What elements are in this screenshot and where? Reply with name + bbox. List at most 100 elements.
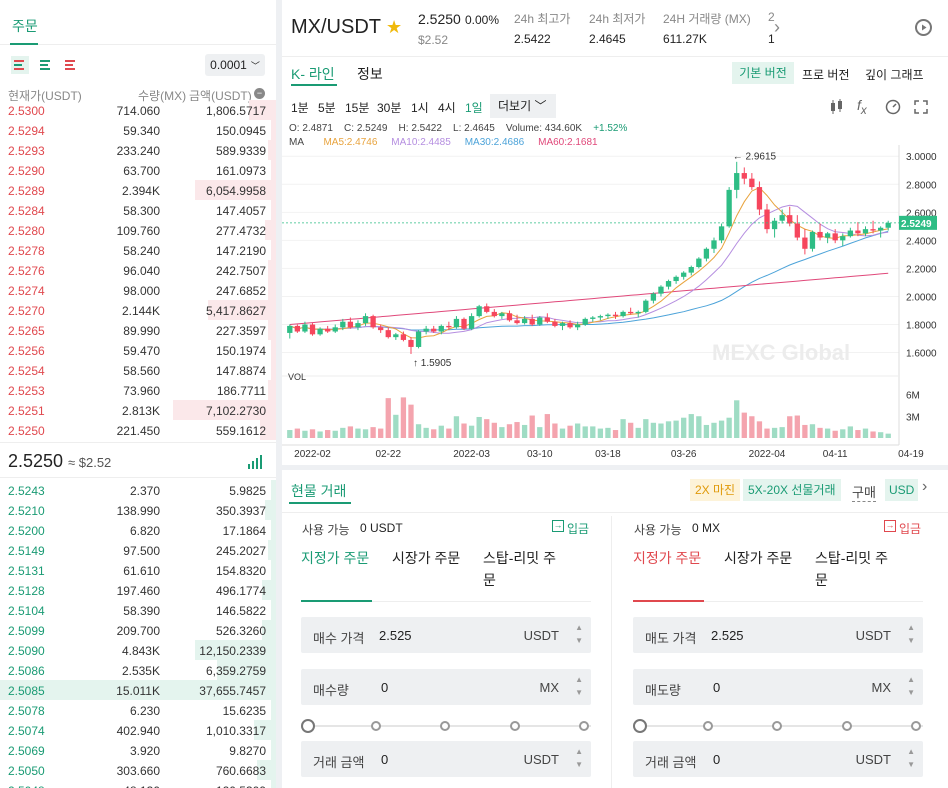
sell-deposit-link[interactable]: 입금	[899, 522, 922, 536]
buy-order-tab-2[interactable]: 스탑-리밋 주문	[483, 550, 556, 588]
ask-row[interactable]: 2.5284 58.300 147.4057	[0, 200, 276, 220]
interval-1[interactable]: 5분	[318, 101, 336, 115]
interval-2[interactable]: 15분	[345, 101, 370, 115]
sell-qty-value[interactable]: 0	[713, 680, 721, 695]
futures-badge[interactable]: 5X-20X 선물거래	[743, 479, 841, 501]
buy-deposit-link[interactable]: 입금	[567, 522, 590, 536]
sell-qty-input[interactable]: 매도량 0 MX ▲ ▼	[633, 669, 923, 705]
ask-row[interactable]: 2.5280 109.760 277.4732	[0, 220, 276, 240]
bid-row[interactable]: 2.5200 6.820 17.1864	[0, 520, 276, 540]
bid-row[interactable]: 2.5069 3.920 9.8270	[0, 740, 276, 760]
precision-select[interactable]: 0.0001 ﹀	[205, 54, 265, 76]
slider-step-3[interactable]	[510, 721, 520, 731]
star-icon[interactable]: ★	[386, 17, 403, 37]
ask-row[interactable]: 2.5289 2.394K 6,054.9958	[0, 180, 276, 200]
bid-row[interactable]: 2.5099 209.700 526.3260	[0, 620, 276, 640]
bid-row[interactable]: 2.5086 2.535K 6,359.2759	[0, 660, 276, 680]
ask-row[interactable]: 2.5254 58.560 147.8874	[0, 360, 276, 380]
buy-order-tab-0[interactable]: 지정가 주문	[301, 550, 370, 566]
stepper-icon[interactable]: ▲ ▼	[907, 747, 915, 769]
bid-row[interactable]: 2.5090 4.843K 12,150.2339	[0, 640, 276, 660]
stepper-icon[interactable]: ▲ ▼	[575, 675, 583, 697]
stepper-icon[interactable]: ▲ ▼	[575, 623, 583, 645]
slider-step-3[interactable]	[842, 721, 852, 731]
toggle-circle-icon[interactable]: −	[254, 88, 265, 99]
bid-row[interactable]: 2.5128 197.460 496.1774	[0, 580, 276, 600]
bid-row[interactable]: 2.5048 48.130 120.5309	[0, 780, 276, 788]
interval-3[interactable]: 30분	[377, 101, 402, 115]
buy-link[interactable]: 구매	[852, 482, 876, 502]
buy-total-value[interactable]: 0	[381, 752, 389, 767]
stepper-icon[interactable]: ▲ ▼	[907, 623, 915, 645]
play-icon[interactable]	[915, 19, 932, 36]
bid-row[interactable]: 2.5104 58.390 146.5822	[0, 600, 276, 620]
more-dropdown[interactable]: 더보기 ﹀	[490, 94, 556, 118]
sell-amount-slider[interactable]	[633, 719, 923, 733]
candlestick-chart[interactable]: 3.0000 2.8000 2.6000 2.4000 2.2000 2.0000 1.80…	[282, 145, 948, 465]
buy-amount-slider[interactable]	[301, 719, 591, 733]
chevron-right-icon[interactable]: ›	[774, 17, 780, 37]
settings-gauge-icon[interactable]	[885, 99, 901, 115]
trade-title[interactable]: 현물 거래	[291, 483, 347, 499]
slider-step-0[interactable]	[301, 719, 315, 733]
slider-step-1[interactable]	[703, 721, 713, 731]
buy-order-tab-1[interactable]: 시장가 주문	[392, 550, 461, 566]
deposit-icon[interactable]: →	[884, 520, 896, 532]
slider-step-4[interactable]	[579, 721, 589, 731]
buy-total-input[interactable]: 거래 금액 0 USDT ▲ ▼	[301, 741, 591, 777]
view-basic-button[interactable]: 기본 버전	[732, 62, 794, 84]
chevron-right-icon[interactable]: ›	[922, 478, 928, 495]
interval-5[interactable]: 4시	[438, 101, 456, 115]
sell-order-tab-1[interactable]: 시장가 주문	[724, 550, 793, 566]
buy-qty-value[interactable]: 0	[381, 680, 389, 695]
view-both-icon[interactable]	[11, 56, 29, 74]
tab-info[interactable]: 정보	[357, 66, 383, 82]
view-bids-icon[interactable]	[37, 56, 55, 74]
stepper-icon[interactable]: ▲ ▼	[907, 675, 915, 697]
ask-row[interactable]: 2.5251 2.813K 7,102.2730	[0, 400, 276, 420]
sell-order-tab-2[interactable]: 스탑-리밋 주문	[815, 550, 888, 588]
ask-row[interactable]: 2.5300 714.060 1,806.5717	[0, 100, 276, 120]
indicator-fx-icon[interactable]: fx	[857, 97, 867, 117]
ask-row[interactable]: 2.5256 59.470 150.1974	[0, 340, 276, 360]
slider-step-4[interactable]	[911, 721, 921, 731]
deposit-icon[interactable]: →	[552, 520, 564, 532]
ask-row[interactable]: 2.5278 58.240 147.2190	[0, 240, 276, 260]
bid-row[interactable]: 2.5074 402.940 1,010.3317	[0, 720, 276, 740]
interval-6[interactable]: 1일	[465, 101, 483, 115]
view-pro-button[interactable]: 프로 버전	[802, 68, 850, 82]
bid-row[interactable]: 2.5149 97.500 245.2027	[0, 540, 276, 560]
ask-row[interactable]: 2.5294 59.340 150.0945	[0, 120, 276, 140]
slider-step-1[interactable]	[371, 721, 381, 731]
sell-price-input[interactable]: 매도 가격 2.525 USDT ▲ ▼	[633, 617, 923, 653]
bid-row[interactable]: 2.5243 2.370 5.9825	[0, 480, 276, 500]
buy-price-input[interactable]: 매수 가격 2.525 USDT ▲ ▼	[301, 617, 591, 653]
slider-step-2[interactable]	[772, 721, 782, 731]
stepper-icon[interactable]: ▲ ▼	[575, 747, 583, 769]
candle-type-icon[interactable]	[830, 99, 844, 115]
sell-total-value[interactable]: 0	[713, 752, 721, 767]
bid-row[interactable]: 2.5050 303.660 760.6683	[0, 760, 276, 780]
buy-qty-input[interactable]: 매수량 0 MX ▲ ▼	[301, 669, 591, 705]
sell-total-input[interactable]: 거래 금액 0 USDT ▲ ▼	[633, 741, 923, 777]
slider-step-2[interactable]	[440, 721, 450, 731]
ask-row[interactable]: 2.5276 96.040 242.7507	[0, 260, 276, 280]
bid-row[interactable]: 2.5131 61.610 154.8320	[0, 560, 276, 580]
view-asks-icon[interactable]	[62, 56, 80, 74]
ask-row[interactable]: 2.5293 233.240 589.9339	[0, 140, 276, 160]
bid-row[interactable]: 2.5085 15.011K 37,655.7457	[0, 680, 276, 700]
ask-row[interactable]: 2.5290 63.700 161.0973	[0, 160, 276, 180]
bid-row[interactable]: 2.5210 138.990 350.3937	[0, 500, 276, 520]
interval-0[interactable]: 1분	[291, 101, 309, 115]
currency-badge[interactable]: USD	[885, 479, 919, 501]
ask-row[interactable]: 2.5250 221.450 559.1612	[0, 420, 276, 440]
bid-row[interactable]: 2.5078 6.230 15.6235	[0, 700, 276, 720]
ask-row[interactable]: 2.5265 89.990 227.3597	[0, 320, 276, 340]
tab-order[interactable]: 주문	[12, 18, 38, 34]
ask-row[interactable]: 2.5274 98.000 247.6852	[0, 280, 276, 300]
fullscreen-icon[interactable]	[913, 99, 929, 115]
buy-price-value[interactable]: 2.525	[379, 628, 412, 643]
margin-badge[interactable]: 2X 마진	[690, 479, 741, 501]
slider-step-0[interactable]	[633, 719, 647, 733]
sell-order-tab-0[interactable]: 지정가 주문	[633, 550, 702, 566]
